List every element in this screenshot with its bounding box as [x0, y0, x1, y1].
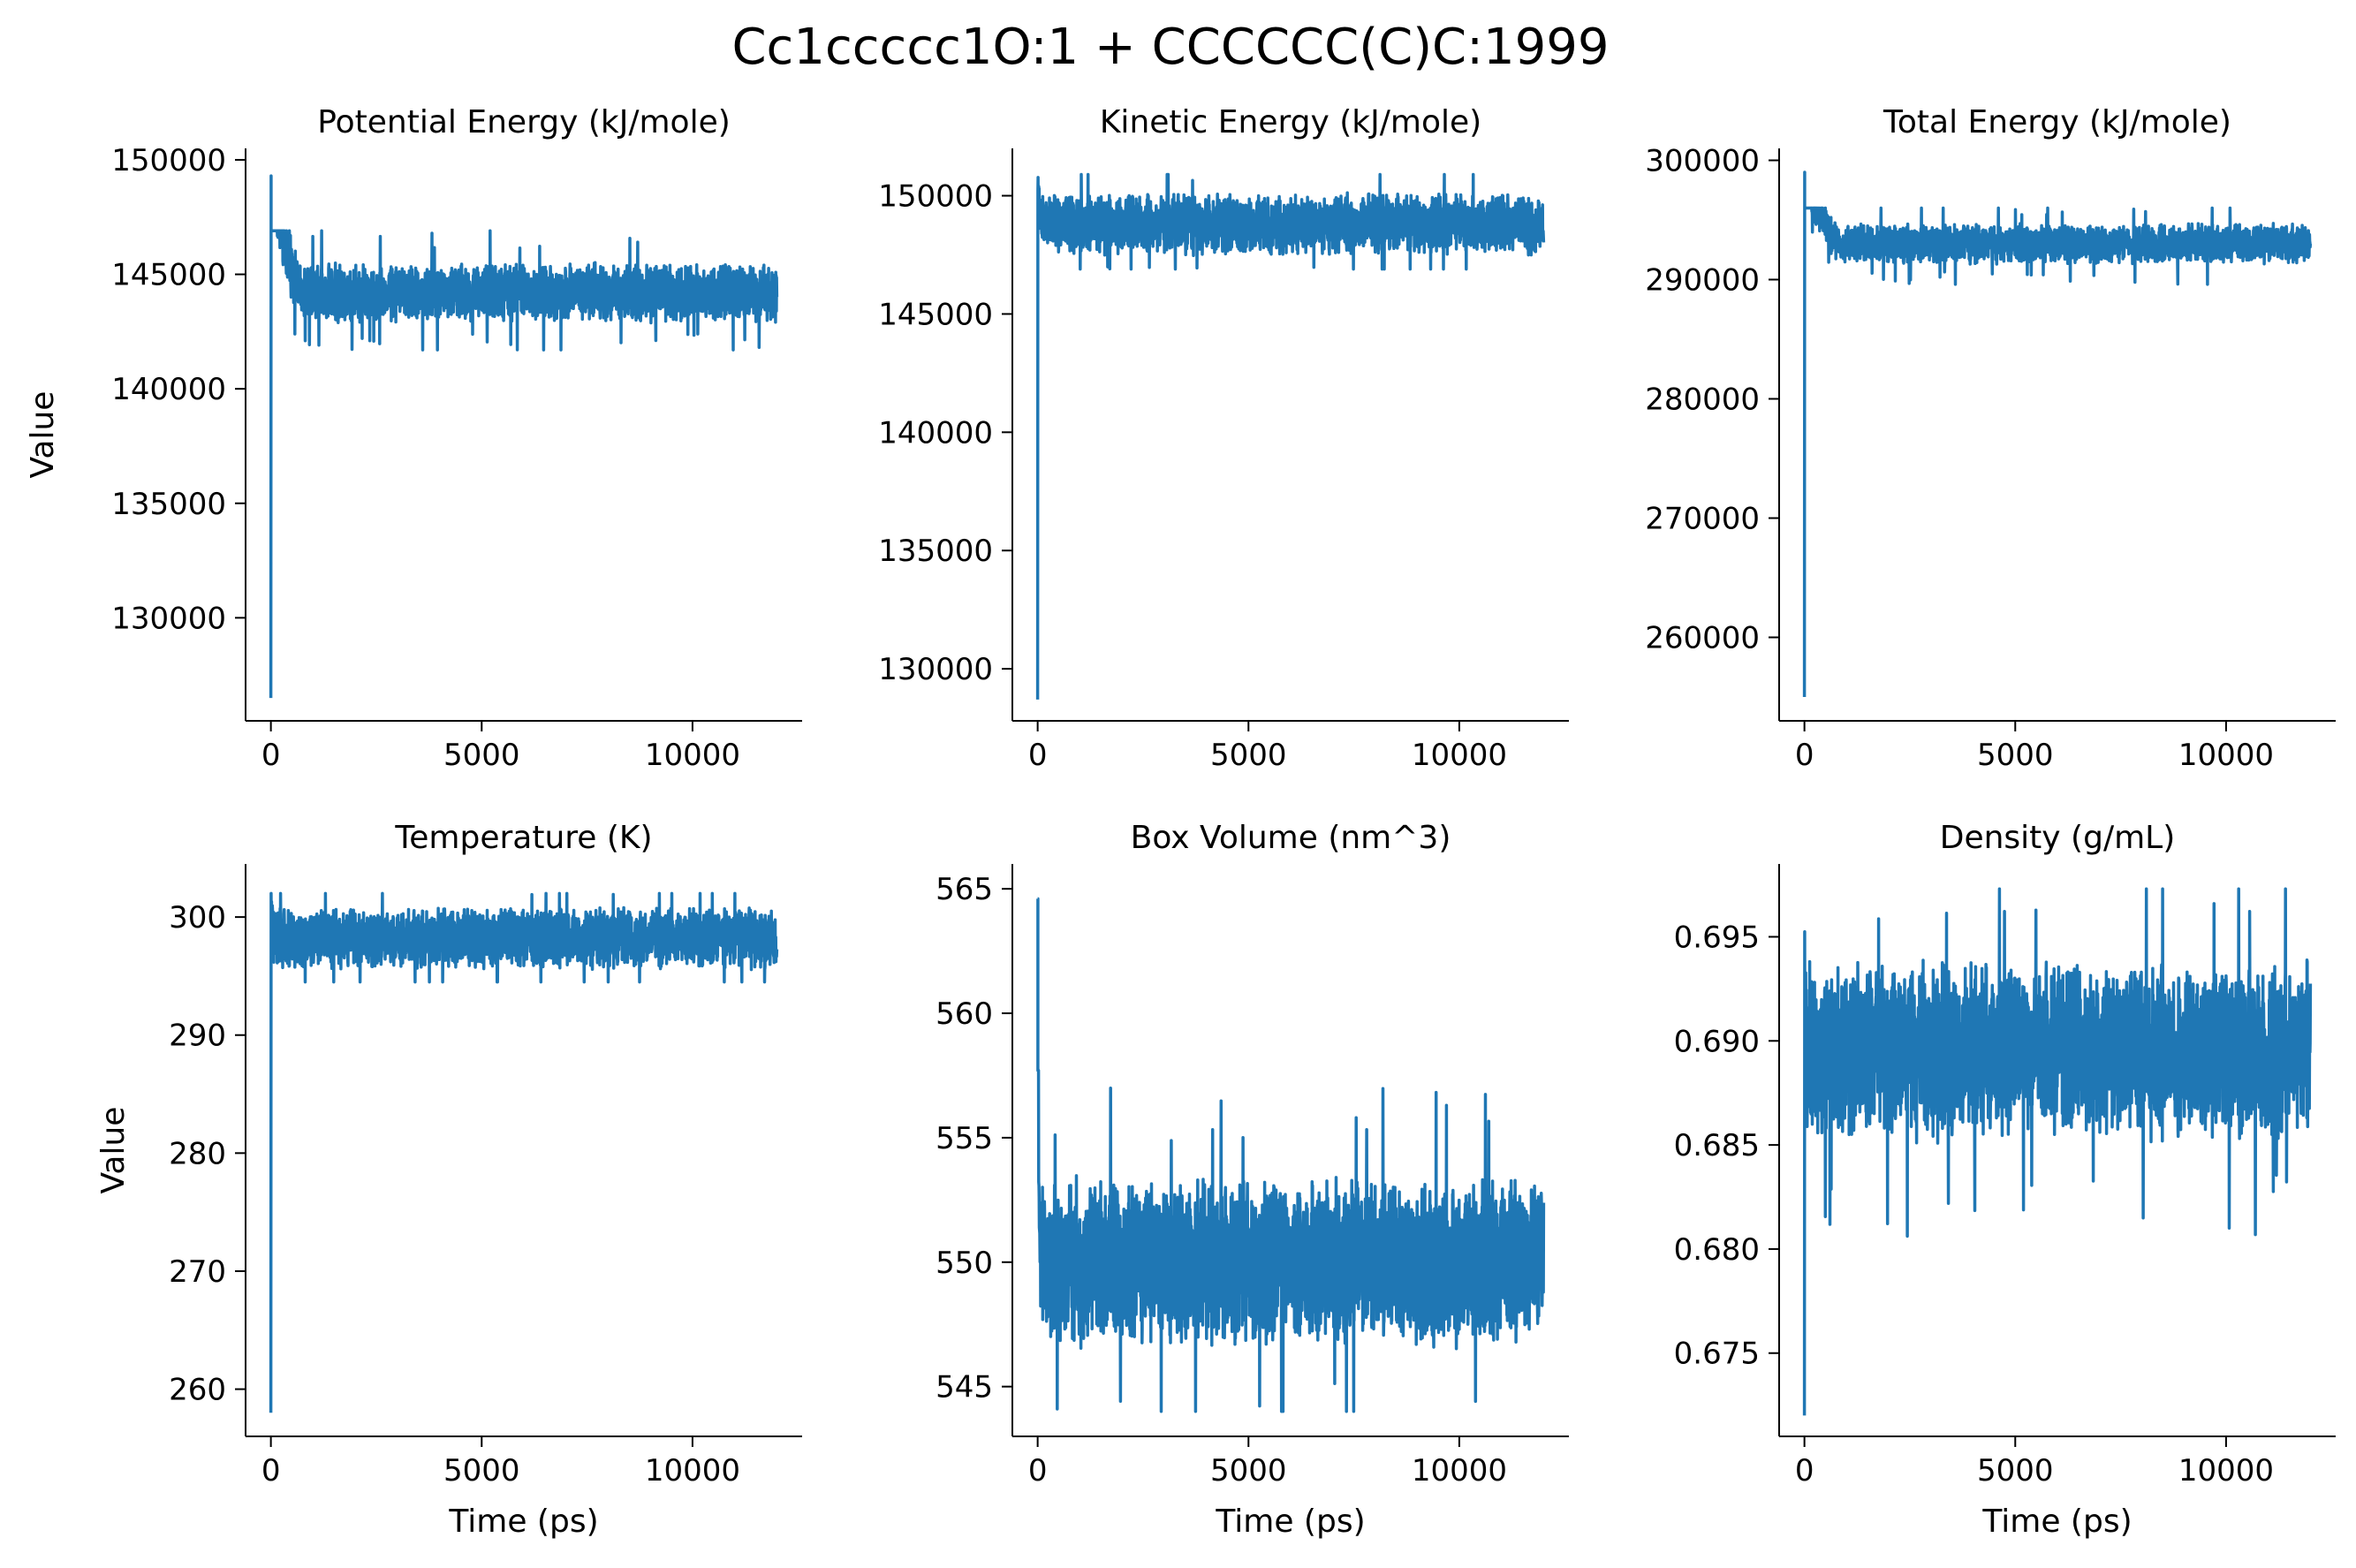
x-tick-label: 10000: [1412, 738, 1507, 773]
subplot-title: Box Volume (nm^3): [1131, 820, 1451, 856]
y-tick-label: 280000: [1645, 383, 1760, 418]
subplot-title: Total Energy (kJ/mole): [1883, 104, 2231, 140]
subplot-1: Potential Energy (kJ/mole) 0 5000 10000 1300…: [25, 104, 802, 773]
series-line: [269, 174, 779, 699]
y-tick-label: 290000: [1645, 263, 1760, 299]
subplot-title: Potential Energy (kJ/mole): [317, 104, 731, 140]
y-axis-label: Value: [95, 1107, 132, 1194]
x-tick-label: 10000: [2178, 738, 2274, 773]
subplot-6: Density (g/mL) 0 5000 10000 0.675 0.680 0.685 0…: [1674, 820, 2336, 1540]
x-tick-label: 0: [1795, 738, 1814, 773]
y-tick-label: 0.690: [1674, 1024, 1760, 1059]
x-tick-label: 10000: [645, 738, 740, 773]
subplot-title: Density (g/mL): [1940, 820, 2176, 856]
x-axis-label: Time (ps): [1981, 1504, 2132, 1540]
figure-title: Cc1ccccc1O:1 + CCCCCC(C)C:1999: [731, 19, 1609, 76]
y-tick-label: 150000: [878, 179, 993, 215]
y-tick-label: 0.685: [1674, 1128, 1760, 1163]
x-tick-label: 5000: [1977, 738, 2054, 773]
x-tick-label: 0: [1028, 738, 1048, 773]
y-tick-label: 135000: [878, 534, 993, 569]
x-tick-label: 0: [1028, 1453, 1048, 1488]
x-tick-label: 5000: [1210, 1453, 1287, 1488]
subplot-3: Total Energy (kJ/mole) 0 5000 10000 260000 27…: [1645, 104, 2336, 773]
x-tick-label: 5000: [443, 738, 520, 773]
y-tick-label: 290: [169, 1019, 226, 1054]
y-tick-label: 545: [936, 1370, 993, 1405]
series-line: [1802, 170, 2313, 698]
y-tick-label: 260000: [1645, 621, 1760, 656]
y-tick-label: 555: [936, 1121, 993, 1156]
y-tick-label: 140000: [111, 372, 226, 407]
x-tick-label: 10000: [1412, 1453, 1507, 1488]
subplot-2: Kinetic Energy (kJ/mole) 0 5000 10000 130000…: [878, 104, 1569, 773]
subplot-title: Temperature (K): [394, 820, 652, 856]
y-tick-label: 300: [169, 900, 226, 935]
y-axis-label: Value: [25, 391, 61, 479]
series-line: [269, 891, 779, 1413]
x-tick-label: 0: [261, 1453, 281, 1488]
y-tick-label: 0.675: [1674, 1337, 1760, 1372]
y-tick-label: 130000: [878, 652, 993, 687]
x-tick-label: 5000: [1977, 1453, 2054, 1488]
y-tick-label: 280: [169, 1136, 226, 1171]
x-tick-label: 10000: [2178, 1453, 2274, 1488]
x-tick-label: 0: [261, 738, 281, 773]
y-tick-label: 0.695: [1674, 920, 1760, 955]
y-tick-label: 565: [936, 872, 993, 907]
x-tick-label: 5000: [1210, 738, 1287, 773]
y-tick-label: 0.680: [1674, 1232, 1760, 1268]
y-tick-label: 135000: [111, 487, 226, 522]
y-tick-label: 300000: [1645, 144, 1760, 179]
y-tick-label: 260: [169, 1373, 226, 1408]
y-tick-label: 150000: [111, 143, 226, 178]
y-tick-label: 130000: [111, 601, 226, 636]
x-axis-label: Time (ps): [1215, 1504, 1365, 1540]
y-tick-label: 550: [936, 1246, 993, 1281]
y-tick-label: 560: [936, 996, 993, 1032]
series-line: [1036, 897, 1546, 1413]
x-tick-label: 5000: [443, 1453, 520, 1488]
subplot-title: Kinetic Energy (kJ/mole): [1100, 104, 1481, 140]
y-tick-label: 145000: [111, 258, 226, 293]
x-tick-label: 0: [1795, 1453, 1814, 1488]
subplot-5: Box Volume (nm^3) 0 5000 10000 545 550 555 560 5…: [936, 820, 1569, 1540]
series-line: [1802, 887, 2313, 1416]
y-tick-label: 270000: [1645, 502, 1760, 537]
y-tick-label: 145000: [878, 297, 993, 332]
y-tick-label: 270: [169, 1254, 226, 1290]
x-axis-label: Time (ps): [448, 1504, 598, 1540]
y-tick-label: 140000: [878, 415, 993, 451]
series-line: [1035, 172, 1546, 700]
subplot-grid: Potential Energy (kJ/mole) 0 5000 10000 1300…: [25, 104, 2336, 1540]
x-tick-label: 10000: [645, 1453, 740, 1488]
subplot-4: Temperature (K) 0 5000 10000 260 270 280 290 300…: [95, 820, 802, 1540]
